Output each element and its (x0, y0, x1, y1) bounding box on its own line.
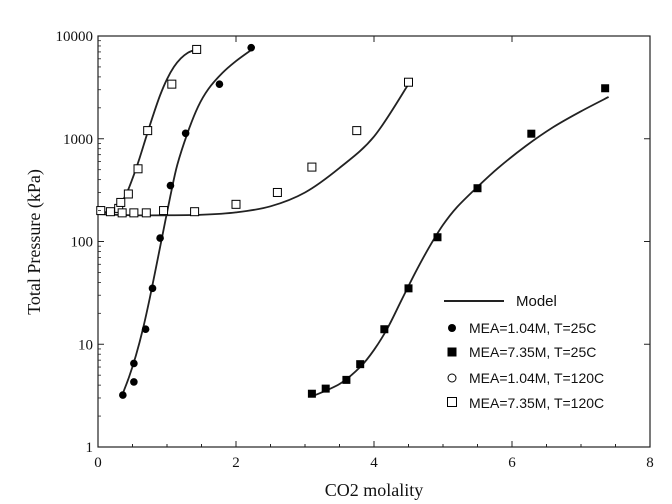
point-filled-circle (181, 129, 190, 138)
x-tick-label: 0 (94, 455, 102, 471)
point-filled-square (342, 375, 351, 384)
point-filled-square (473, 184, 482, 193)
y-tick-label: 10 (78, 337, 93, 353)
model-curve-2 (97, 83, 410, 217)
model-curve-1 (121, 49, 252, 396)
point-open-square (167, 79, 177, 89)
point-open-square (231, 199, 241, 209)
y-tick-label: 1000 (63, 132, 93, 148)
legend-label-0: MEA=1.04M, T=25C (469, 320, 596, 336)
legend-marker-filled-circle (448, 324, 456, 332)
point-filled-square (527, 129, 536, 138)
point-filled-circle (130, 378, 138, 386)
point-open-square (117, 208, 127, 218)
point-filled-circle (130, 359, 138, 368)
point-open-square (143, 126, 153, 136)
legend: Model MEA=1.04M, T=25C MEA=7.35M, T=25C … (444, 293, 604, 411)
point-filled-square (356, 360, 365, 369)
y-tick-label: 1 (86, 440, 94, 456)
point-filled-circle (247, 43, 255, 52)
point-open-square (141, 208, 151, 218)
data-points (96, 43, 610, 399)
point-open-square (116, 197, 126, 207)
legend-label-1: MEA=7.35M, T=25C (469, 344, 596, 360)
point-filled-square (404, 284, 413, 293)
point-open-square (352, 126, 362, 136)
point-open-square (123, 189, 133, 199)
y-tick-label: 10000 (56, 29, 94, 45)
legend-label-3: MEA=7.35M, T=120C (469, 395, 604, 411)
legend-marker-filled-square (447, 347, 457, 357)
x-tick-label: 8 (646, 455, 654, 471)
legend-label-2: MEA=1.04M, T=120C (469, 370, 604, 386)
point-filled-circle (166, 181, 175, 190)
point-open-square (159, 206, 169, 216)
axis-ticks: 0 2 4 6 8 1 10 100 1000 10000 (56, 29, 654, 471)
point-open-square (272, 187, 282, 197)
point-filled-circle (156, 234, 164, 242)
legend-marker-open-square (447, 397, 457, 407)
point-filled-circle (148, 284, 157, 293)
point-filled-circle (215, 80, 224, 88)
point-open-square (105, 207, 115, 217)
point-open-square (404, 77, 413, 87)
point-filled-square (321, 384, 330, 393)
point-filled-square (433, 233, 442, 242)
point-open-square (129, 208, 139, 218)
y-tick-label: 100 (71, 235, 94, 251)
point-open-square (133, 164, 143, 174)
x-tick-label: 4 (370, 455, 378, 471)
point-open-square (307, 162, 317, 172)
point-filled-square (307, 389, 316, 398)
point-filled-square (601, 84, 610, 93)
point-open-square (192, 44, 202, 54)
y-axis-label: Total Pressure (kPa) (24, 169, 45, 315)
legend-marker-open-circle (447, 373, 457, 383)
point-filled-square (380, 325, 389, 334)
point-filled-circle (141, 325, 150, 334)
point-open-square (190, 207, 200, 217)
legend-model-label: Model (516, 293, 557, 310)
x-axis-label: CO2 molality (325, 480, 424, 500)
x-tick-label: 6 (508, 455, 516, 471)
point-filled-circle (119, 391, 127, 399)
x-tick-label: 2 (232, 455, 240, 471)
